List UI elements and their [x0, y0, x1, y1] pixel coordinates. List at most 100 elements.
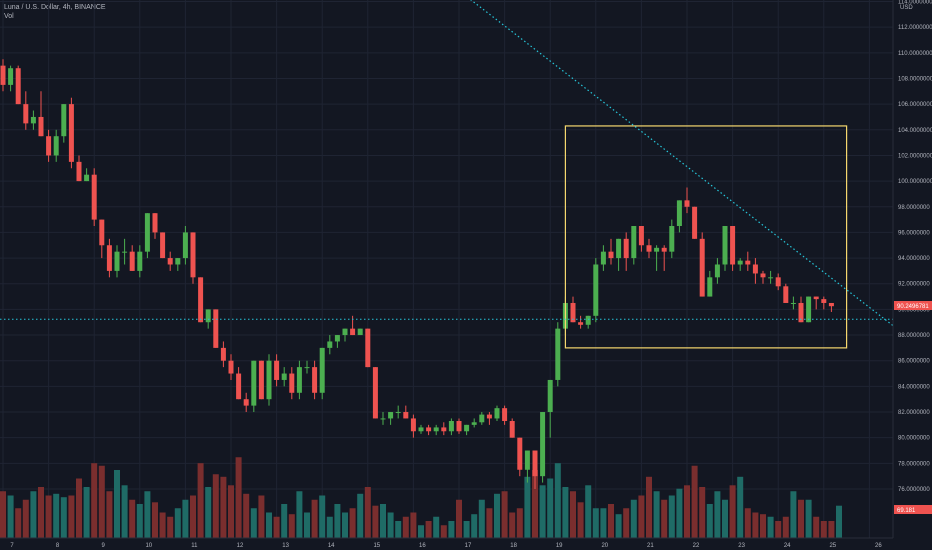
- volume-bar: [235, 457, 242, 538]
- price-tick-label: 104.0000000: [898, 128, 932, 134]
- volume-bar: [418, 525, 424, 538]
- rectangle-drawing: [564, 125, 848, 349]
- time-tick-label: 7: [10, 543, 14, 549]
- candle-body: [631, 226, 637, 259]
- candle-body: [266, 360, 272, 400]
- volume-bar: [266, 512, 272, 538]
- price-tags: 90.2496781 69.181: [894, 301, 932, 514]
- volume-bar: [486, 508, 493, 538]
- candle-body: [175, 258, 181, 265]
- volume-bar: [729, 485, 736, 538]
- candle-body: [334, 335, 340, 342]
- price-tick-label: 86.0000000: [898, 359, 930, 365]
- candle-body: [319, 347, 325, 393]
- volume-bar: [288, 514, 295, 538]
- candle-body: [608, 251, 614, 259]
- volume-bar: [319, 495, 326, 538]
- candle-body: [524, 450, 530, 470]
- candle-body: [600, 251, 606, 265]
- volume-bar: [0, 491, 6, 538]
- candle-body: [775, 277, 781, 287]
- volume-bar: [7, 495, 14, 538]
- time-axis[interactable]: 7 8 9 10 11 12 13 14 15 16 17 18 19 20 21 22 23 24 25 26: [0, 537, 932, 550]
- volume-bar: [311, 499, 318, 538]
- time-tick-label: 19: [556, 543, 563, 549]
- price-tick-label: 84.0000000: [898, 384, 930, 390]
- price-axis[interactable]: USD 114.0000000 112.0000000 110.0000000 108…: [892, 0, 932, 550]
- candle-body: [798, 302, 804, 323]
- candle-body: [182, 232, 188, 259]
- candle-body: [388, 412, 394, 419]
- candle-body: [350, 328, 356, 336]
- candle-body: [555, 328, 561, 380]
- volume-bar: [760, 514, 766, 538]
- candle-body: [395, 412, 401, 414]
- volume-bar: [326, 516, 333, 538]
- volume-bar: [456, 499, 462, 538]
- candle-body: [122, 251, 128, 253]
- candle-body: [593, 264, 599, 316]
- volume-bar: [813, 516, 820, 538]
- volume-bar: [205, 487, 212, 538]
- last-price-tag: [894, 301, 932, 310]
- candle-body: [243, 399, 249, 406]
- volume-bar: [653, 491, 660, 538]
- price-tick-label: 114.0000000: [898, 0, 932, 6]
- candle-body: [479, 414, 485, 423]
- candle-body: [456, 421, 462, 432]
- candle-body: [274, 360, 280, 380]
- volume-bar: [273, 516, 280, 538]
- volume-bar: [190, 495, 196, 538]
- candle-body: [646, 245, 652, 252]
- volume-bar: [15, 508, 22, 538]
- volume-bar: [463, 521, 470, 538]
- volume-bar: [539, 485, 546, 538]
- volume-bar: [410, 512, 417, 538]
- candle-body: [380, 418, 386, 420]
- time-tick-label: 17: [465, 543, 472, 549]
- time-tick-label: 20: [601, 543, 608, 549]
- candle-body: [99, 219, 105, 246]
- candle-body: [236, 373, 242, 400]
- candle-body: [129, 251, 135, 271]
- volume-bar: [83, 487, 90, 538]
- last-volume-value: 69.181: [897, 508, 916, 514]
- volume-bar: [744, 508, 751, 538]
- candle-body: [76, 161, 82, 182]
- time-tick-label: 14: [328, 543, 335, 549]
- candle-body: [828, 302, 834, 307]
- volume-bar: [554, 463, 561, 538]
- candle-body: [152, 213, 158, 233]
- volume-bar: [433, 516, 440, 538]
- volume-bar: [167, 516, 174, 538]
- candle-body: [578, 322, 584, 325]
- candle-body: [494, 408, 500, 419]
- volume-bar: [737, 476, 744, 538]
- candle-body: [768, 277, 774, 279]
- candle-body: [357, 328, 363, 336]
- candle-body: [38, 116, 44, 137]
- time-tick-label: 22: [693, 543, 700, 549]
- candle-body: [190, 232, 196, 278]
- candle-body: [160, 232, 166, 259]
- volume-bar: [668, 495, 675, 538]
- candle-body: [8, 68, 14, 85]
- candle-body: [410, 418, 416, 432]
- drawing-overlays: [0, 0, 931, 355]
- candle-body: [669, 226, 675, 252]
- volume-bar: [471, 514, 478, 538]
- candle-body: [464, 424, 470, 432]
- candle-body: [106, 245, 112, 271]
- volume-bars: [0, 457, 842, 538]
- volume-bar: [547, 478, 554, 538]
- volume-bar: [509, 512, 516, 538]
- volume-bar: [516, 508, 523, 538]
- volume-bar: [372, 505, 379, 538]
- candle-body: [365, 328, 371, 368]
- candle-body: [84, 174, 90, 182]
- candle-body: [144, 213, 150, 252]
- volume-bar: [836, 505, 842, 538]
- volume-bar: [106, 491, 113, 538]
- volume-bar: [159, 512, 166, 538]
